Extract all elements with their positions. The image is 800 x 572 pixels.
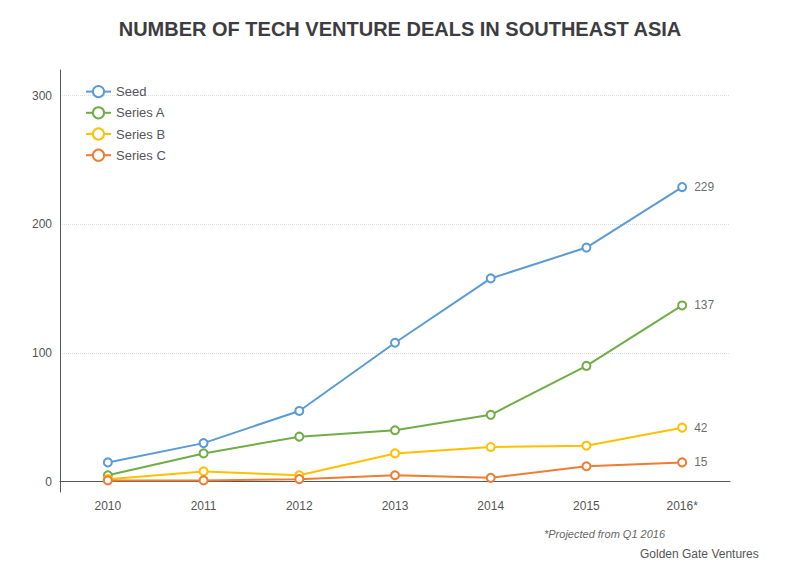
svg-text:229: 229 bbox=[694, 180, 714, 194]
svg-text:2015: 2015 bbox=[573, 499, 600, 513]
svg-text:300: 300 bbox=[32, 89, 52, 103]
svg-text:Seed: Seed bbox=[116, 84, 146, 99]
svg-text:137: 137 bbox=[694, 298, 714, 312]
svg-text:NUMBER OF TECH VENTURE DEALS I: NUMBER OF TECH VENTURE DEALS IN SOUTHEAS… bbox=[119, 18, 682, 40]
svg-text:2010: 2010 bbox=[95, 499, 122, 513]
svg-text:Series B: Series B bbox=[116, 127, 165, 142]
svg-text:2012: 2012 bbox=[286, 499, 313, 513]
svg-text:Series A: Series A bbox=[116, 105, 165, 120]
svg-text:2013: 2013 bbox=[382, 499, 409, 513]
svg-text:0: 0 bbox=[45, 475, 52, 489]
svg-text:2011: 2011 bbox=[191, 499, 217, 513]
svg-text:Series C: Series C bbox=[116, 148, 166, 163]
svg-text:42: 42 bbox=[694, 421, 708, 435]
svg-text:Golden Gate Ventures: Golden Gate Ventures bbox=[640, 547, 759, 561]
svg-text:2014: 2014 bbox=[477, 499, 504, 513]
svg-text:100: 100 bbox=[32, 346, 52, 360]
svg-text:15: 15 bbox=[694, 455, 708, 469]
svg-text:*Projected from Q1 2016: *Projected from Q1 2016 bbox=[544, 528, 666, 540]
svg-text:200: 200 bbox=[32, 217, 52, 231]
svg-text:2016*: 2016* bbox=[666, 499, 698, 513]
